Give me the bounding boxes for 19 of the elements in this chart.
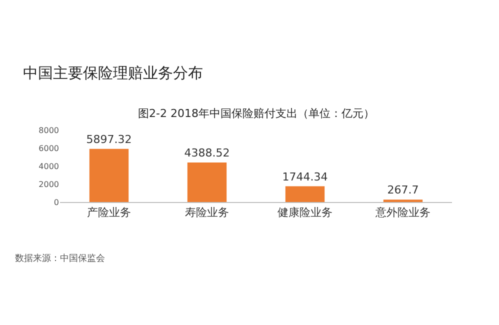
y-tick-label: 0 <box>54 198 59 207</box>
x-tick-label: 健康险业务 <box>278 206 332 220</box>
x-tick-label: 产险业务 <box>87 206 131 220</box>
y-tick-label: 2000 <box>38 180 59 189</box>
y-tick-label: 8000 <box>38 126 59 135</box>
data-label: 1744.34 <box>282 170 328 184</box>
bar <box>187 162 227 202</box>
chart-title: 中国主要保险理赔业务分布 <box>23 64 203 82</box>
data-label: 4388.52 <box>184 146 230 160</box>
x-tick-label: 寿险业务 <box>185 206 229 220</box>
y-tick-label: 4000 <box>38 162 59 171</box>
bar <box>285 186 325 202</box>
x-tick-label: 意外险业务 <box>374 206 430 220</box>
data-label: 5897.32 <box>86 132 132 146</box>
bar <box>89 148 129 202</box>
y-tick-label: 6000 <box>38 144 59 153</box>
source-note: 数据来源：中国保监会 <box>15 253 105 264</box>
data-label: 267.7 <box>387 184 419 197</box>
chart-subtitle: 图2-2 2018年中国保险赔付支出（单位：亿元） <box>138 107 374 120</box>
